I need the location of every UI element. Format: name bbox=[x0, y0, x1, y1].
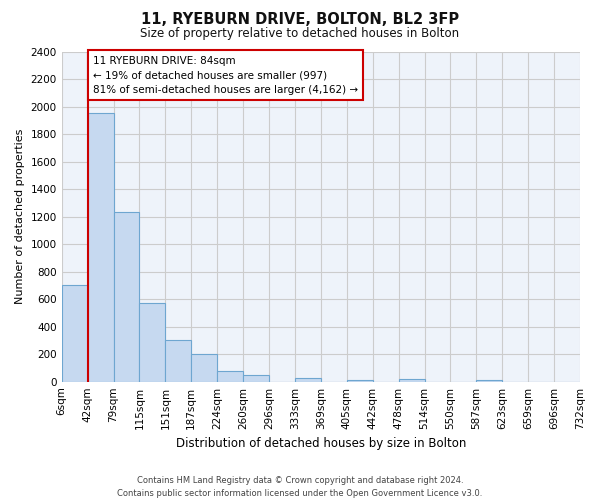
Y-axis label: Number of detached properties: Number of detached properties bbox=[15, 129, 25, 304]
X-axis label: Distribution of detached houses by size in Bolton: Distribution of detached houses by size … bbox=[176, 437, 466, 450]
Text: Contains HM Land Registry data © Crown copyright and database right 2024.
Contai: Contains HM Land Registry data © Crown c… bbox=[118, 476, 482, 498]
Bar bbox=[88, 114, 113, 382]
Bar bbox=[139, 304, 166, 382]
Bar bbox=[243, 376, 269, 382]
Text: Size of property relative to detached houses in Bolton: Size of property relative to detached ho… bbox=[140, 28, 460, 40]
Bar bbox=[191, 354, 217, 382]
Bar bbox=[217, 370, 243, 382]
Bar bbox=[62, 286, 88, 382]
Bar bbox=[347, 380, 373, 382]
Bar bbox=[398, 379, 425, 382]
Text: 11, RYEBURN DRIVE, BOLTON, BL2 3FP: 11, RYEBURN DRIVE, BOLTON, BL2 3FP bbox=[141, 12, 459, 28]
Bar bbox=[476, 380, 502, 382]
Bar bbox=[295, 378, 321, 382]
Text: 11 RYEBURN DRIVE: 84sqm
← 19% of detached houses are smaller (997)
81% of semi-d: 11 RYEBURN DRIVE: 84sqm ← 19% of detache… bbox=[93, 56, 358, 95]
Bar bbox=[166, 340, 191, 382]
Bar bbox=[113, 212, 139, 382]
